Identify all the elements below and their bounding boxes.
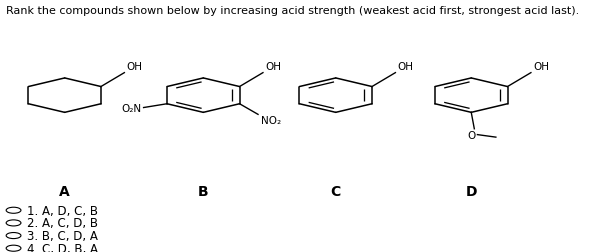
Text: 4. C, D, B, A: 4. C, D, B, A [27, 242, 98, 252]
Text: D: D [466, 184, 477, 199]
Text: O: O [467, 131, 476, 141]
Text: A: A [59, 184, 70, 199]
Text: OH: OH [265, 62, 282, 72]
Text: OH: OH [127, 62, 143, 72]
Text: 2. A, C, D, B: 2. A, C, D, B [27, 216, 98, 230]
Text: 3. B, C, D, A: 3. B, C, D, A [27, 229, 98, 242]
Text: 1. A, D, C, B: 1. A, D, C, B [27, 204, 98, 217]
Text: O₂N: O₂N [121, 104, 142, 114]
Text: OH: OH [398, 62, 414, 72]
Text: NO₂: NO₂ [261, 116, 281, 126]
Text: B: B [198, 184, 209, 199]
Text: C: C [331, 184, 341, 199]
Text: OH: OH [533, 62, 549, 72]
Text: Rank the compounds shown below by increasing acid strength (weakest acid first, : Rank the compounds shown below by increa… [6, 6, 580, 16]
